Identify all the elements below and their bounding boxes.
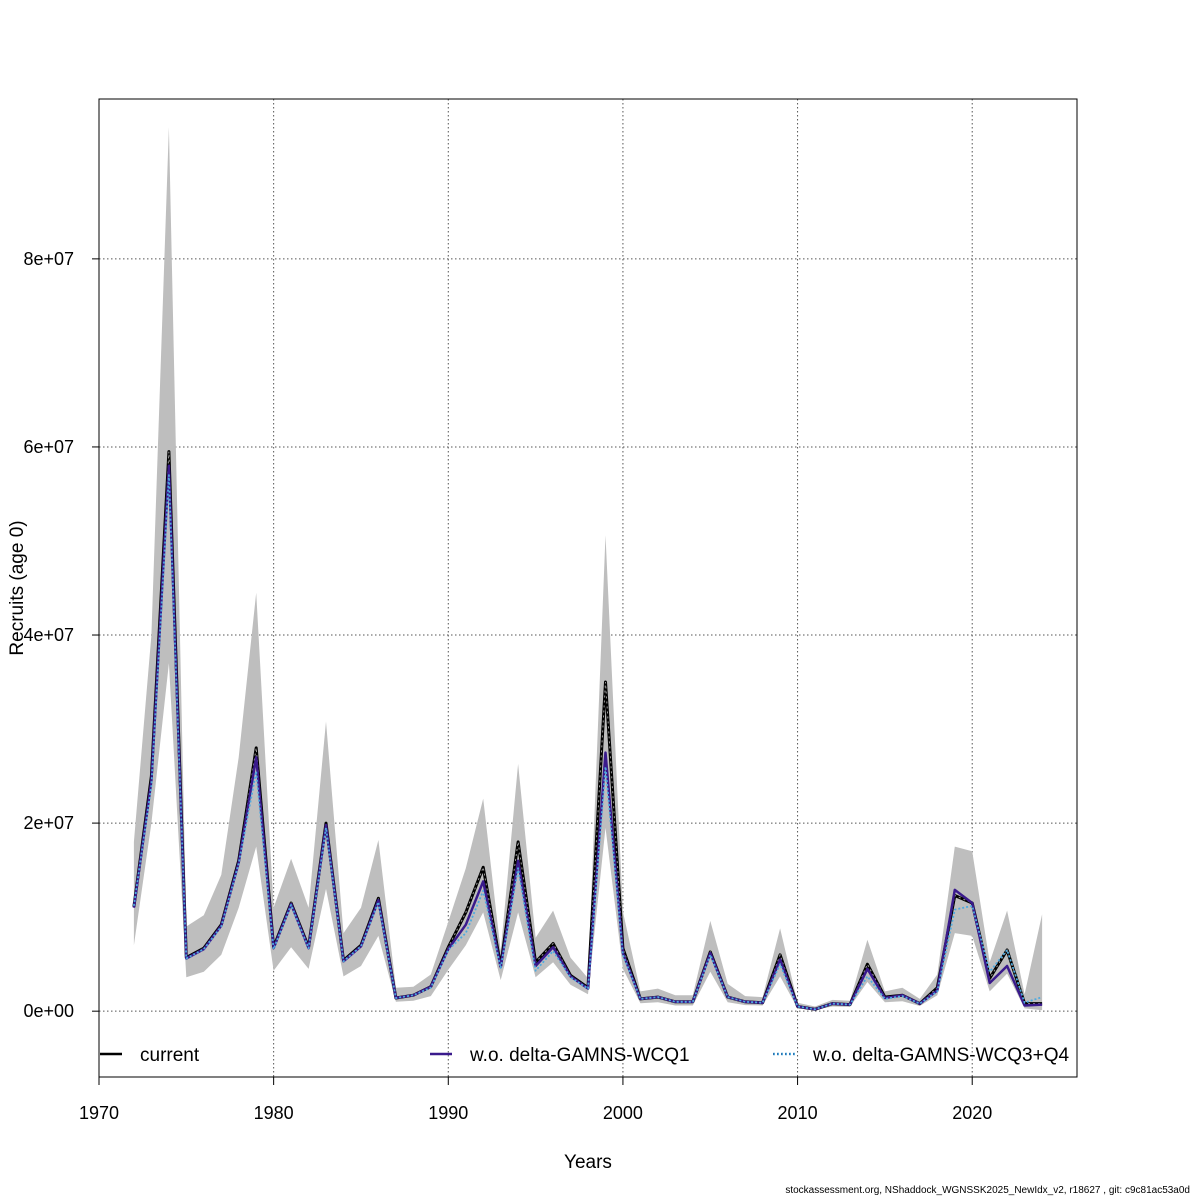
- x-axis: 1970 1980 1990 2000 2010 2020: [79, 1077, 992, 1123]
- confidence-band: [133, 127, 1043, 1011]
- footer-credit: stockassessment.org, NShaddock_WGNSSK202…: [785, 1185, 1190, 1196]
- y-tick-label-6e+07: 6e+07: [23, 437, 74, 457]
- legend-label-0: current: [140, 1045, 200, 1066]
- y-axis-title: Recruits (age 0): [7, 520, 28, 655]
- x-tick-label-2020: 2020: [952, 1103, 992, 1123]
- legend-label-1: w.o. delta-GAMNS-WCQ1: [469, 1045, 690, 1066]
- x-tick-label-2010: 2010: [778, 1103, 818, 1123]
- grid-lines: [98, 99, 1077, 1077]
- x-tick-label-1990: 1990: [428, 1103, 468, 1123]
- x-axis-title: Years: [564, 1152, 612, 1173]
- series-lines: [132, 450, 1043, 1011]
- confidence-band-area: [133, 127, 1043, 1011]
- legend: current w.o. delta-GAMNS-WCQ1 w.o. delta-G…: [100, 1045, 1069, 1066]
- legend-label-2: w.o. delta-GAMNS-WCQ3+Q4: [812, 1045, 1069, 1066]
- x-tick-label-1970: 1970: [79, 1103, 119, 1123]
- y-tick-label-2e+07: 2e+07: [23, 813, 74, 833]
- x-tick-label-2000: 2000: [603, 1103, 643, 1123]
- y-tick-label-0e+00: 0e+00: [23, 1001, 74, 1021]
- plot-frame: [98, 98, 1078, 1078]
- y-tick-label-8e+07: 8e+07: [23, 249, 74, 269]
- x-tick-label-1980: 1980: [254, 1103, 294, 1123]
- y-tick-label-4e+07: 4e+07: [23, 625, 74, 645]
- series-line-2: [133, 474, 1043, 1011]
- y-axis: 0e+00 2e+07 4e+07 6e+07 8e+07: [23, 249, 99, 1021]
